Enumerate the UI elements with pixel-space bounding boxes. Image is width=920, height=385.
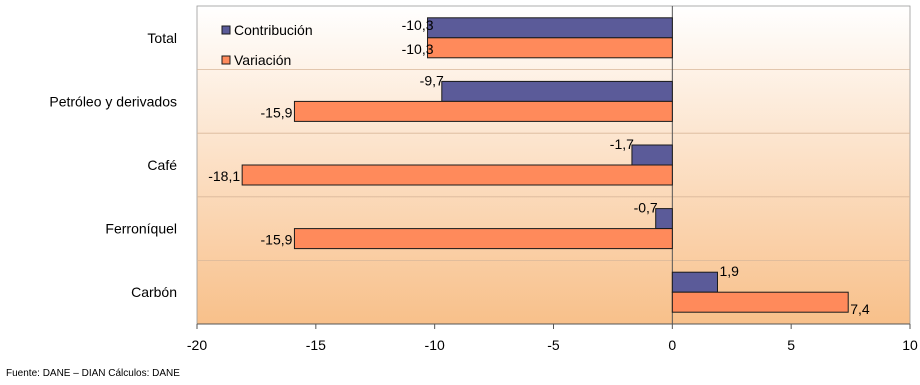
data-label: -1,7 <box>610 136 634 152</box>
data-label: -10,3 <box>402 41 434 57</box>
bar-contribucion <box>631 144 673 166</box>
data-labels-group: -10,3 -10,3 -9,7 -15,9 -1,7 -18,1 -0,7 -15,9 1,9… <box>208 17 870 317</box>
category-labels-group: Total Petróleo y derivados Café Ferroníquel… <box>49 30 177 300</box>
data-label: -9,7 <box>420 72 444 88</box>
data-label: -10,3 <box>402 17 434 33</box>
data-label: -18,1 <box>208 168 240 184</box>
bar-variacion <box>241 164 673 186</box>
x-tick-label: -10 <box>425 337 445 353</box>
x-tick-label: -20 <box>187 337 207 353</box>
x-tick-label: -5 <box>547 337 560 353</box>
data-label: -0,7 <box>634 200 658 216</box>
category-label: Petróleo y derivados <box>49 93 177 109</box>
bars-group <box>241 17 849 313</box>
data-label: -15,9 <box>261 232 293 248</box>
legend: Contribución Variación <box>221 22 313 68</box>
x-tick-label: -15 <box>306 337 326 353</box>
x-tick-label: 0 <box>668 337 676 353</box>
bar-variacion <box>671 291 849 313</box>
x-tick-label: 5 <box>787 337 795 353</box>
data-label: 1,9 <box>719 263 739 279</box>
legend-label: Contribución <box>234 22 313 38</box>
bar-contribucion <box>427 17 673 39</box>
category-label: Ferroníquel <box>105 221 177 237</box>
bar-contribucion <box>655 208 673 230</box>
bar-variacion <box>293 100 673 122</box>
bar-variacion <box>293 228 673 250</box>
bar-contribucion <box>671 271 718 293</box>
data-label: 7,4 <box>850 301 870 317</box>
data-label: -15,9 <box>261 104 293 120</box>
legend-swatch <box>221 55 231 65</box>
category-label: Total <box>147 30 177 46</box>
category-label: Café <box>147 157 177 173</box>
category-label: Carbón <box>131 284 177 300</box>
x-tick-label: 10 <box>902 337 918 353</box>
legend-label: Variación <box>234 52 291 68</box>
bar-variacion <box>427 37 673 59</box>
bar-contribucion <box>441 80 673 102</box>
source-note: Fuente: DANE – DIAN Cálculos: DANE <box>6 368 180 379</box>
x-axis: -20 -15 -10 -5 0 5 10 <box>187 323 918 353</box>
legend-swatch <box>221 25 231 35</box>
